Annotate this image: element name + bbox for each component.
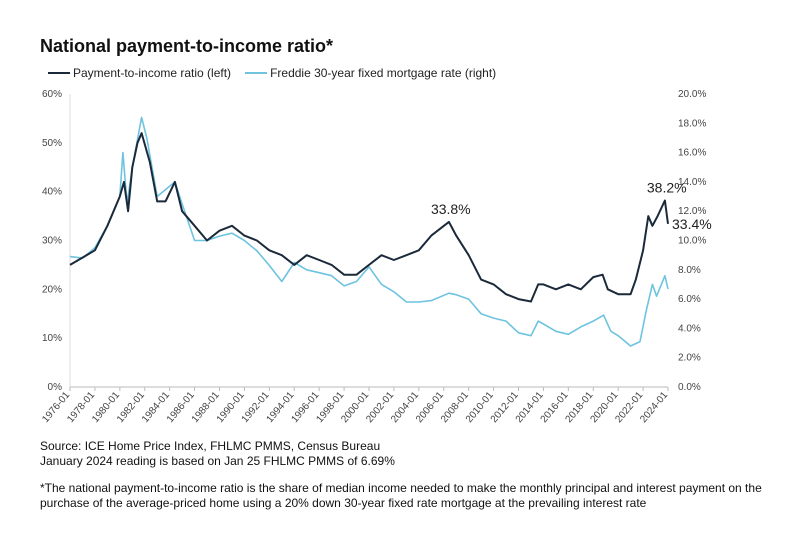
y-right-tick-label: 16.0%	[678, 148, 706, 159]
legend-item-rate: Freddie 30-year fixed mortgage rate (rig…	[245, 66, 496, 80]
y-right-tick-label: 14.0%	[678, 177, 706, 188]
y-left-tick-label: 10%	[42, 333, 62, 344]
source-line-2: January 2024 reading is based on Jan 25 …	[40, 454, 395, 468]
payment-to-income-line	[69, 132, 669, 303]
mortgage-rate-line	[69, 116, 669, 347]
footnote: *The national payment-to-income ratio is…	[40, 481, 762, 510]
legend: Payment-to-income ratio (left) Freddie 3…	[48, 66, 496, 80]
legend-item-payment: Payment-to-income ratio (left)	[48, 66, 231, 80]
y-right-tick-label: 10.0%	[678, 236, 706, 247]
legend-swatch-payment	[48, 72, 70, 74]
source-note: Source: ICE Home Price Index, FHLMC PMMS…	[40, 439, 395, 469]
annotation-label: 38.2%	[647, 179, 687, 195]
y-right-tick-label: 18.0%	[678, 118, 706, 129]
legend-label-rate: Freddie 30-year fixed mortgage rate (rig…	[270, 66, 497, 80]
y-left-tick-label: 0%	[48, 382, 63, 393]
y-left-tick-label: 50%	[42, 138, 62, 149]
y-right-tick-label: 12.0%	[678, 206, 706, 217]
y-right-tick-label: 2.0%	[678, 353, 701, 364]
y-left-tick-label: 30%	[42, 236, 62, 247]
y-left-tick-label: 60%	[42, 89, 62, 100]
annotation-label: 33.4%	[672, 216, 712, 232]
y-left-tick-label: 40%	[42, 187, 62, 198]
annotation-label: 33.8%	[431, 201, 471, 217]
source-line-1: Source: ICE Home Price Index, FHLMC PMMS…	[40, 439, 381, 453]
y-left-tick-label: 20%	[42, 284, 62, 295]
legend-label-payment: Payment-to-income ratio (left)	[73, 66, 232, 80]
x-tick-label: 2024-01	[638, 390, 670, 426]
y-right-tick-label: 0.0%	[678, 382, 701, 393]
y-right-tick-label: 6.0%	[678, 294, 701, 305]
y-right-tick-label: 8.0%	[678, 265, 701, 276]
y-right-tick-label: 20.0%	[678, 89, 706, 100]
y-right-tick-label: 4.0%	[678, 323, 701, 334]
legend-swatch-rate	[245, 72, 268, 74]
chart-title: National payment-to-income ratio*	[40, 36, 334, 56]
